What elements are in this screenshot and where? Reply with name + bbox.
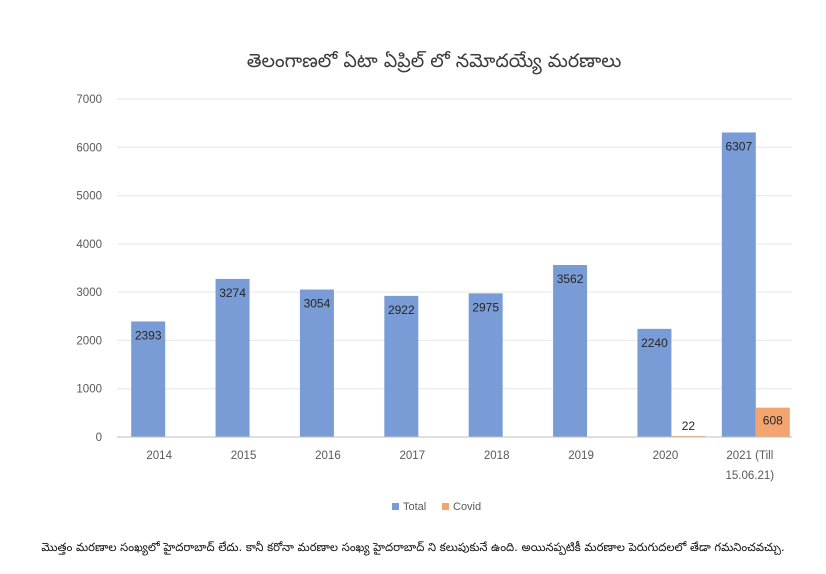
x-tick-label: 2017	[400, 450, 426, 462]
data-label-total: 3274	[219, 286, 246, 300]
y-tick-label: 6000	[76, 142, 102, 154]
legend-swatch-total	[392, 503, 399, 510]
x-tick-label: 2015	[231, 450, 257, 462]
data-label-total: 2240	[641, 336, 668, 350]
bar-total-1	[215, 278, 250, 437]
y-tick-label: 4000	[76, 239, 102, 251]
x-tick-label: 2021 (Till 15.06.21)	[726, 450, 775, 482]
chart-title: తెలంగాణలో ఏటా ఏప్రిల్ లో నమోదయ్యే మరణాలు	[247, 50, 622, 75]
bar-covid-7	[755, 407, 790, 437]
bar-total-3	[384, 295, 419, 437]
y-tick-label: 7000	[76, 94, 102, 106]
data-label-total: 3562	[557, 272, 584, 286]
data-label-total: 2922	[388, 303, 415, 317]
bar-total-2	[299, 289, 334, 437]
legend-label-covid: Covid	[453, 501, 481, 513]
data-label-covid: 22	[682, 419, 696, 433]
bar-total-6	[637, 328, 672, 437]
x-tick-label: 2018	[484, 450, 510, 462]
x-tick-label: 2014	[146, 450, 172, 462]
legend-swatch-covid	[442, 503, 449, 510]
bars	[131, 132, 790, 437]
legend: Total Covid	[392, 501, 481, 513]
bar-total-4	[468, 293, 503, 437]
bar-total-0	[131, 321, 166, 437]
data-labels: 2393 3274 3054 2922 2975 3562 2240 22 6307 608	[135, 139, 783, 432]
data-label-total: 2975	[472, 300, 499, 314]
y-tick-label: 1000	[76, 384, 102, 396]
y-axis-ticks: 0 1000 2000 3000 4000 5000 6000 7000	[76, 94, 102, 444]
y-tick-label: 3000	[76, 287, 102, 299]
data-label-covid: 608	[763, 414, 783, 428]
footnote: మొత్తం మరణాల సంఖ్యలో హైదరాబాద్ లేదు. కాన…	[41, 540, 785, 554]
y-tick-label: 5000	[76, 191, 102, 203]
bar-total-7	[721, 132, 756, 437]
data-label-total: 2393	[135, 328, 162, 342]
y-tick-label: 0	[96, 432, 102, 444]
y-tick-label: 2000	[76, 335, 102, 347]
x-tick-label: 2016	[315, 450, 341, 462]
x-tick-label: 2020	[653, 450, 679, 462]
x-axis-ticks: 2014 2015 2016 2017 2018 2019 2020 2021 (Till 15…	[146, 450, 774, 482]
bar-total-5	[553, 265, 588, 437]
x-tick-label: 2019	[568, 450, 594, 462]
data-label-total: 3054	[304, 297, 331, 311]
legend-label-total: Total	[403, 501, 426, 513]
bar-covid-6	[671, 435, 706, 437]
data-label-total: 6307	[725, 139, 752, 153]
